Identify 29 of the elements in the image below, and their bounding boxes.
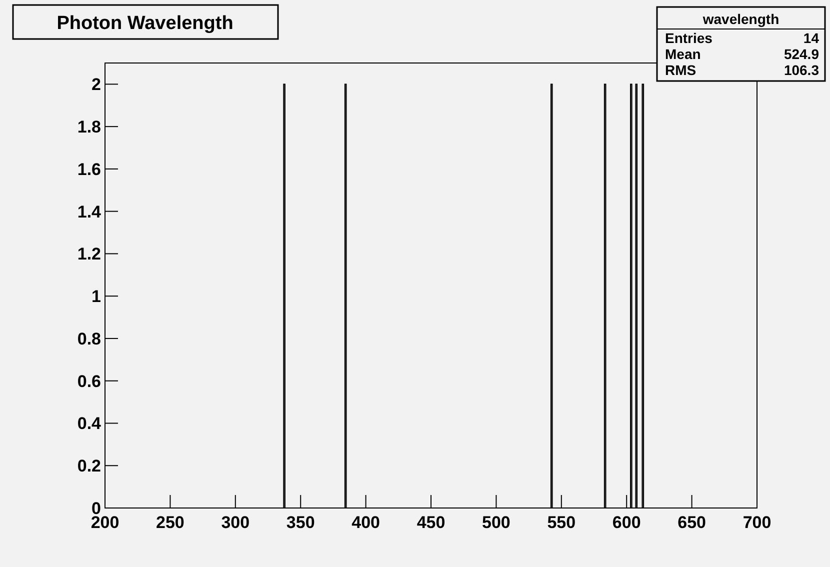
text: 524.9 (784, 46, 820, 62)
y-tick-label: 1.2 (77, 244, 101, 264)
text: Entries (665, 30, 713, 46)
annotation: RMS (665, 62, 696, 78)
x-tick-label: 500 (482, 513, 510, 532)
x-tick-label: 350 (286, 513, 315, 532)
chart-title: Photon Wavelength (56, 13, 234, 34)
text: Mean (665, 46, 701, 62)
x-tick-label: 700 (742, 513, 772, 532)
y-tick-label: 0.6 (77, 372, 101, 391)
x-tick-label: 600 (612, 513, 641, 532)
y-tick-label: 0.2 (77, 456, 101, 476)
y-tick-label: 1.4 (77, 202, 102, 222)
x-tick-label: 400 (352, 513, 380, 532)
x-tick-label: 200 (90, 513, 120, 532)
x-tick-label: 650 (678, 513, 706, 532)
y-tick-label: 1 (92, 287, 101, 306)
y-tick-label: 0.8 (77, 329, 101, 348)
x-tick-label: 450 (416, 513, 446, 532)
y-tick-label: 0.4 (77, 414, 102, 434)
x-tick-label: 250 (156, 513, 184, 532)
text: wavelength (702, 11, 780, 27)
x-tick-label: 550 (547, 513, 576, 532)
y-tick-label: 2 (92, 75, 101, 94)
y-tick-label: 1.6 (77, 160, 101, 179)
y-tick-label: 1.8 (77, 118, 101, 137)
x-tick-label: 300 (221, 513, 250, 532)
text: 14 (803, 30, 820, 46)
text: 106.3 (784, 62, 820, 78)
